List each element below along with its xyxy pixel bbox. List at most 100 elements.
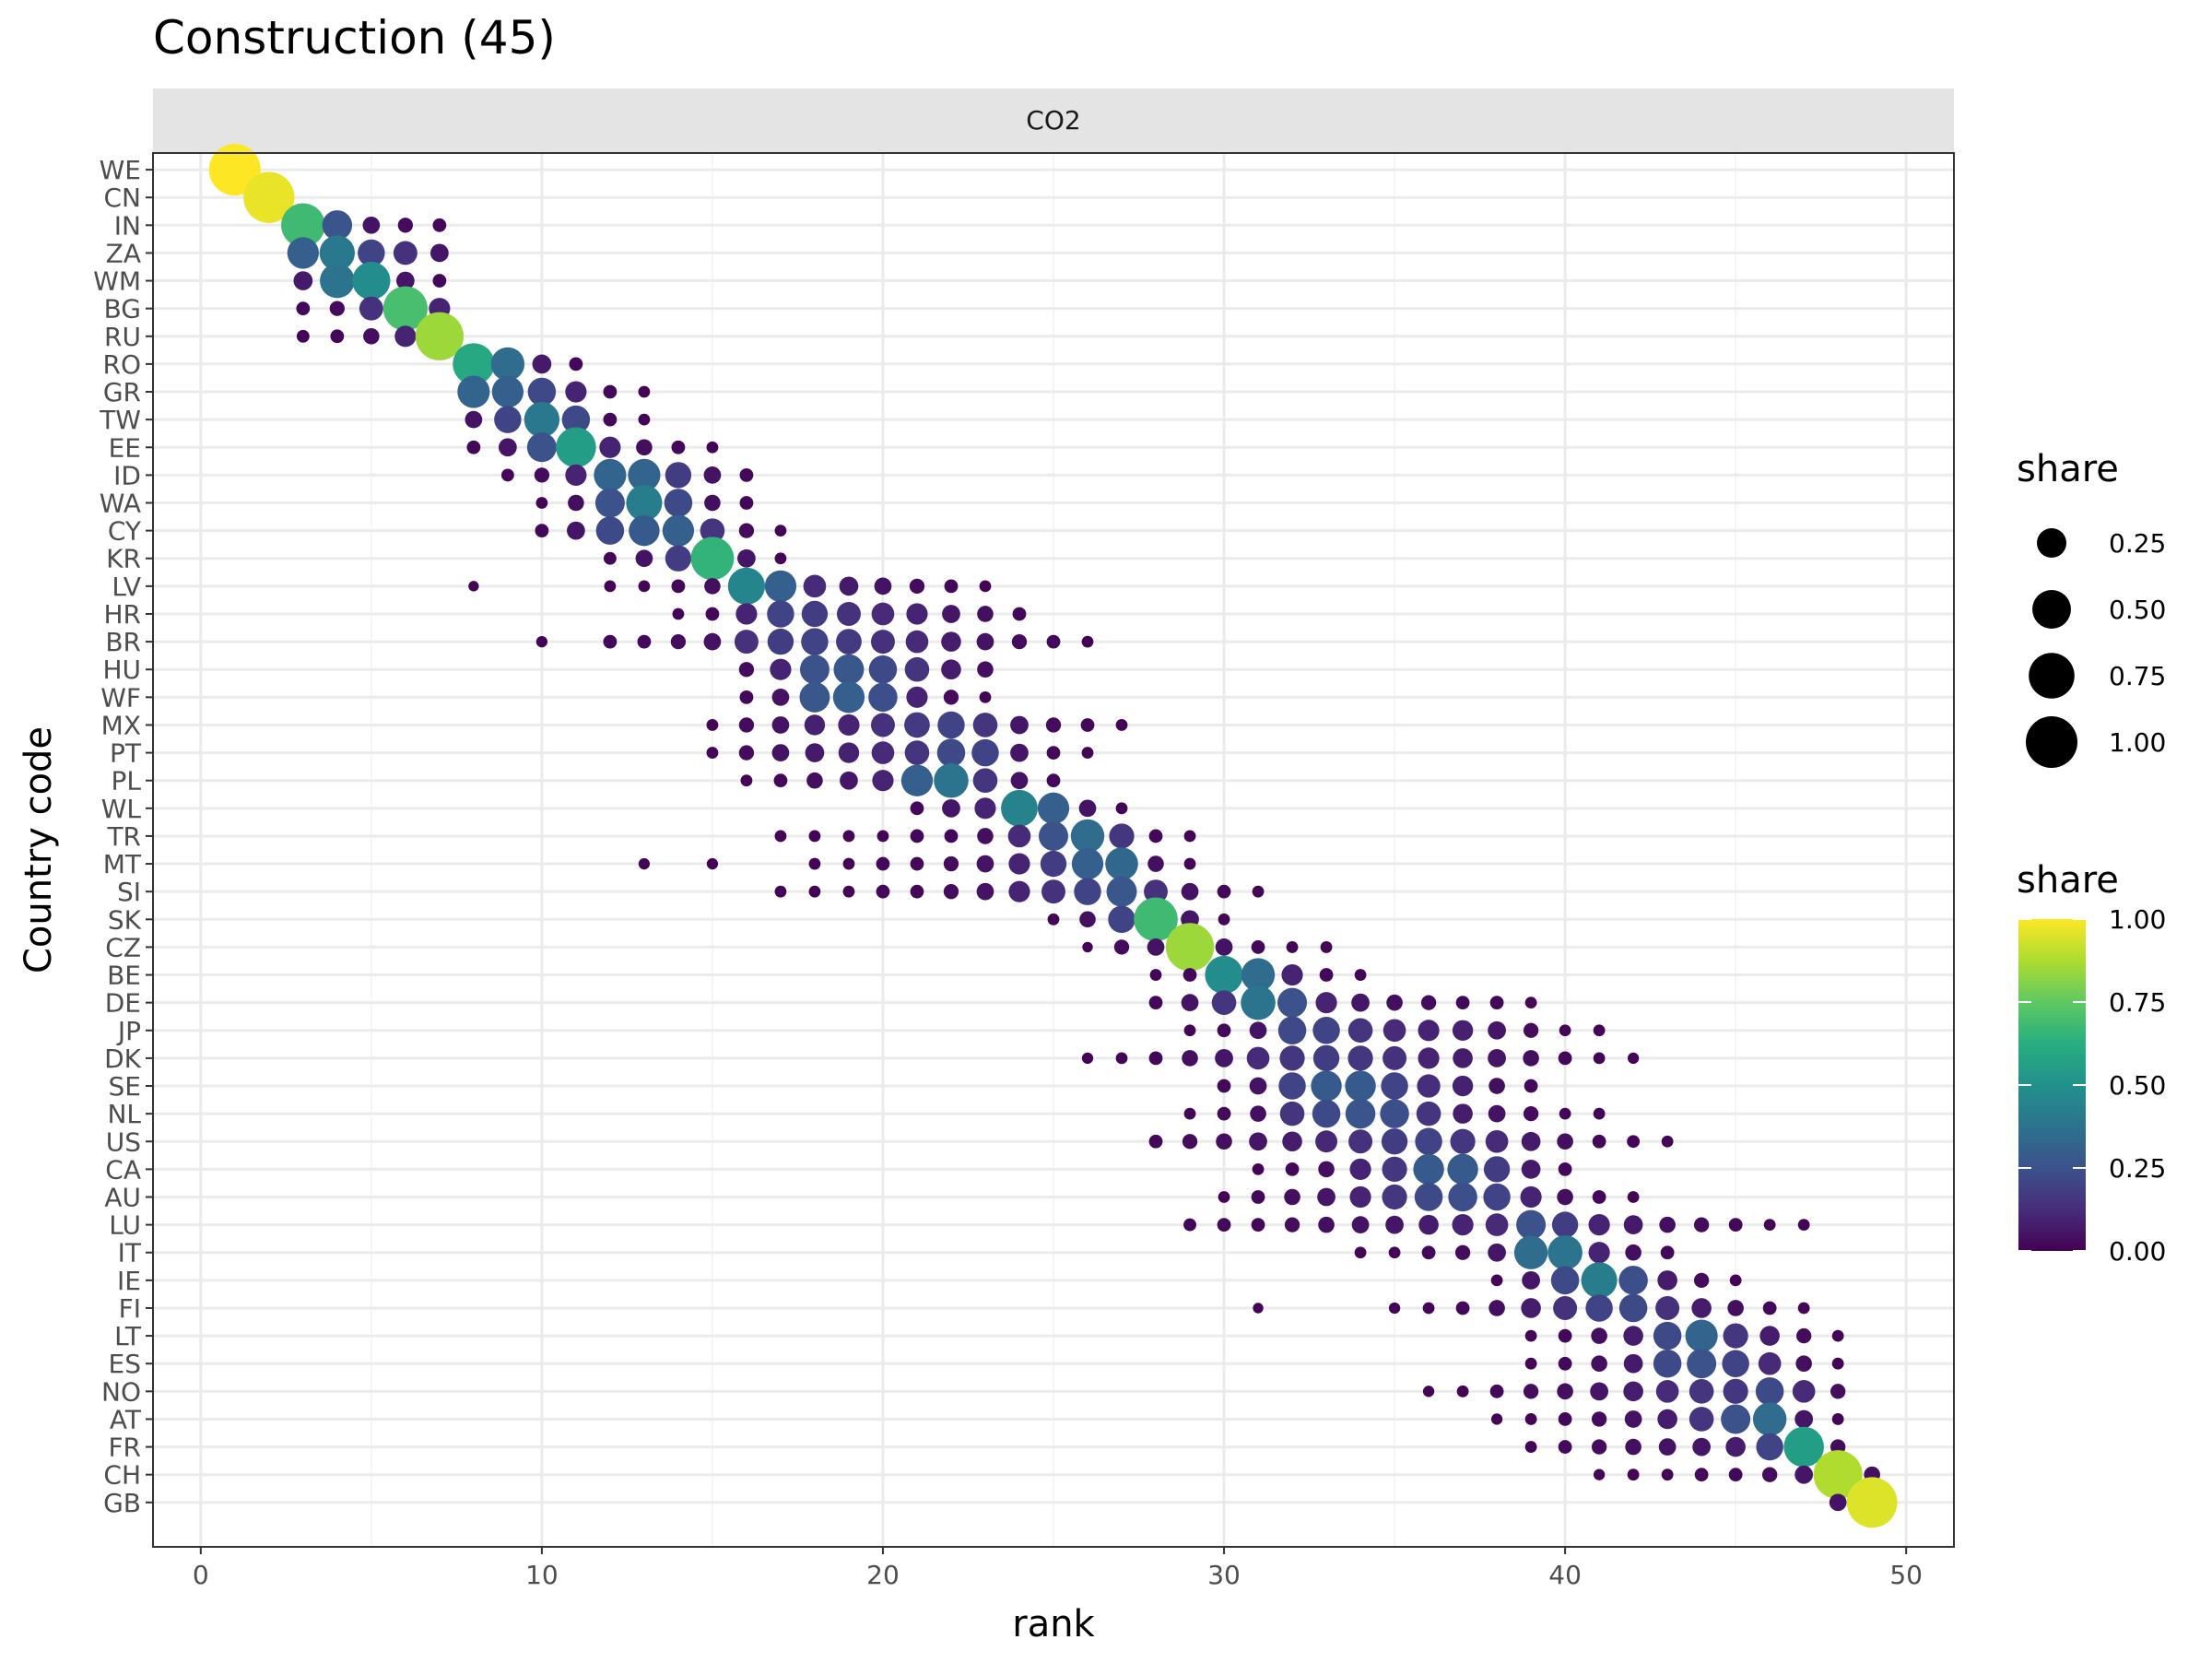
- data-point: [941, 631, 961, 652]
- data-point: [526, 432, 557, 463]
- data-point: [1783, 1426, 1824, 1468]
- data-point: [1012, 607, 1027, 621]
- data-point: [1592, 1190, 1606, 1204]
- data-point: [868, 682, 898, 713]
- data-point: [568, 494, 584, 512]
- data-point: [1079, 911, 1096, 928]
- data-point: [1315, 992, 1337, 1014]
- data-point: [1278, 1072, 1306, 1100]
- data-point: [1249, 1077, 1267, 1095]
- data-point: [705, 607, 720, 621]
- data-point: [1627, 1191, 1640, 1203]
- data-point: [1623, 1215, 1643, 1234]
- data-point: [1722, 1350, 1749, 1377]
- data-point: [833, 654, 865, 685]
- y-tick-label: BR: [105, 627, 141, 657]
- data-point: [906, 603, 928, 625]
- data-point: [740, 774, 753, 787]
- data-point: [1007, 824, 1031, 848]
- data-point: [1037, 792, 1070, 824]
- size-legend-key: [2032, 590, 2071, 629]
- data-point: [943, 690, 959, 705]
- data-point: [604, 580, 617, 593]
- data-point: [771, 716, 790, 734]
- data-point: [1758, 1351, 1782, 1375]
- data-point: [1081, 747, 1094, 759]
- data-point: [1386, 994, 1403, 1011]
- data-point: [870, 713, 895, 737]
- data-point: [910, 856, 924, 871]
- data-point: [1071, 847, 1104, 880]
- data-point: [1559, 1107, 1571, 1120]
- data-point: [1521, 1298, 1541, 1318]
- facet-strip: [153, 88, 1954, 153]
- data-point: [1520, 1185, 1542, 1209]
- y-tick-label: CZ: [105, 932, 141, 962]
- data-point: [1252, 1162, 1265, 1175]
- size-legend-label: 1.00: [2109, 727, 2166, 758]
- data-point: [838, 714, 860, 737]
- data-point: [1420, 995, 1437, 1010]
- data-point: [594, 488, 625, 518]
- data-point: [905, 630, 929, 654]
- y-tick-label: GR: [103, 377, 141, 407]
- y-tick-label: US: [106, 1126, 141, 1157]
- data-point: [1452, 1075, 1474, 1097]
- data-point: [1454, 1244, 1471, 1260]
- data-point: [971, 738, 999, 767]
- data-point: [1485, 1129, 1509, 1153]
- data-point: [1624, 1410, 1642, 1428]
- data-point: [909, 578, 925, 595]
- data-point: [1523, 1022, 1539, 1038]
- data-point: [808, 830, 821, 843]
- data-point: [1627, 1135, 1641, 1149]
- data-point: [805, 743, 825, 762]
- data-point: [1521, 1160, 1541, 1179]
- data-point: [1082, 941, 1093, 953]
- data-point: [704, 578, 721, 595]
- data-point: [662, 514, 695, 547]
- data-point: [491, 375, 524, 408]
- data-point: [535, 497, 548, 509]
- data-point: [1655, 1380, 1679, 1403]
- data-point: [1593, 1024, 1606, 1037]
- data-point: [1795, 1355, 1812, 1373]
- data-point: [1149, 969, 1162, 981]
- data-point: [1148, 829, 1163, 843]
- x-tick-label: 40: [1548, 1560, 1582, 1590]
- data-point: [801, 628, 829, 655]
- data-point: [910, 801, 924, 816]
- data-point: [636, 439, 653, 456]
- data-point: [1148, 996, 1163, 1010]
- data-point: [739, 467, 754, 482]
- color-legend-title: share: [2017, 859, 2119, 902]
- y-tick-label: WE: [100, 155, 141, 185]
- data-point: [1010, 743, 1029, 762]
- data-point: [771, 744, 790, 761]
- data-point: [1380, 1099, 1409, 1128]
- data-point: [1547, 1234, 1583, 1270]
- data-point: [1182, 1134, 1198, 1150]
- data-point: [1312, 1099, 1341, 1128]
- x-axis-title: rank: [1012, 1603, 1095, 1645]
- data-point: [394, 325, 417, 348]
- data-point: [1593, 1107, 1606, 1120]
- data-point: [1181, 882, 1199, 901]
- data-point: [1483, 1156, 1511, 1183]
- data-point: [738, 745, 755, 761]
- data-point: [1183, 1218, 1196, 1232]
- data-point: [738, 717, 755, 733]
- grid-lines: [153, 153, 1954, 1547]
- data-point: [877, 830, 889, 843]
- data-point: [977, 606, 994, 622]
- data-point: [871, 602, 895, 626]
- data-point: [1721, 1404, 1751, 1434]
- data-point: [1488, 1078, 1505, 1094]
- data-point: [1797, 1302, 1810, 1315]
- y-tick-label: FI: [119, 1293, 141, 1324]
- data-point: [774, 525, 787, 537]
- data-point: [1658, 1438, 1677, 1456]
- data-point: [670, 633, 687, 650]
- data-point: [1105, 847, 1138, 880]
